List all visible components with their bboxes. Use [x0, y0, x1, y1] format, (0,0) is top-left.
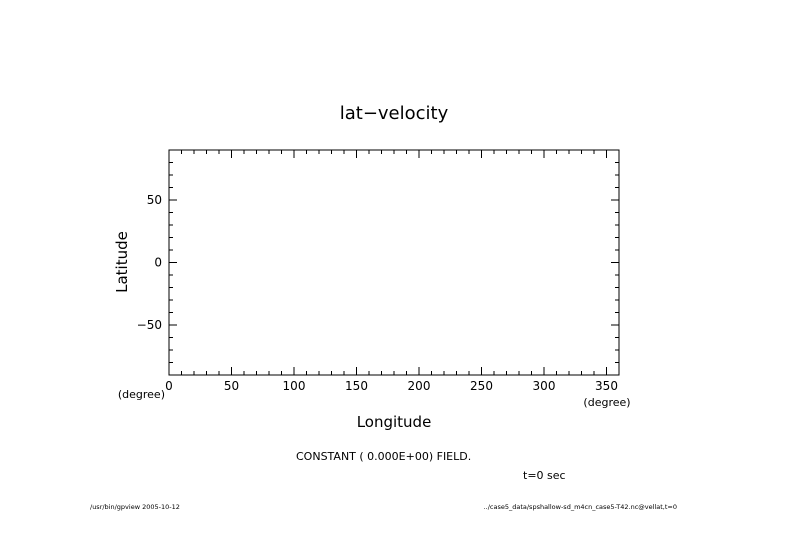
field-message: CONSTANT ( 0.000E+00) FIELD.: [296, 450, 471, 463]
y-axis-ticks: [169, 162, 619, 363]
x-axis-ticks: [168, 150, 620, 375]
x-axis-tick-labels: 0 50 100 150 200 250 300 350: [165, 379, 618, 393]
x-tick-label: 200: [408, 379, 431, 393]
chart-title: lat−velocity: [340, 103, 449, 124]
time-label: t=0 sec: [523, 469, 566, 482]
x-tick-label: 150: [345, 379, 368, 393]
x-axis-label: Longitude: [357, 413, 432, 431]
x-axis-unit: (degree): [583, 396, 630, 409]
y-tick-label: −50: [137, 318, 162, 332]
y-axis-unit: (degree): [118, 388, 165, 401]
y-axis-label: Latitude: [113, 231, 131, 293]
footer-left: /usr/bin/gpview 2005-10-12: [90, 503, 180, 511]
x-tick-label: 250: [470, 379, 493, 393]
y-tick-label: 50: [147, 193, 162, 207]
footer-right: ../case5_data/spshallow-sd_m4cn_case5-T4…: [484, 503, 677, 511]
y-tick-label: 0: [154, 256, 162, 270]
x-tick-label: 50: [224, 379, 239, 393]
x-tick-label: 300: [533, 379, 556, 393]
plot-frame: [168, 149, 620, 376]
y-axis-tick-labels: −50 0 50: [137, 193, 162, 332]
x-tick-label: 0: [165, 379, 173, 393]
x-tick-label: 350: [595, 379, 618, 393]
x-tick-label: 100: [283, 379, 306, 393]
